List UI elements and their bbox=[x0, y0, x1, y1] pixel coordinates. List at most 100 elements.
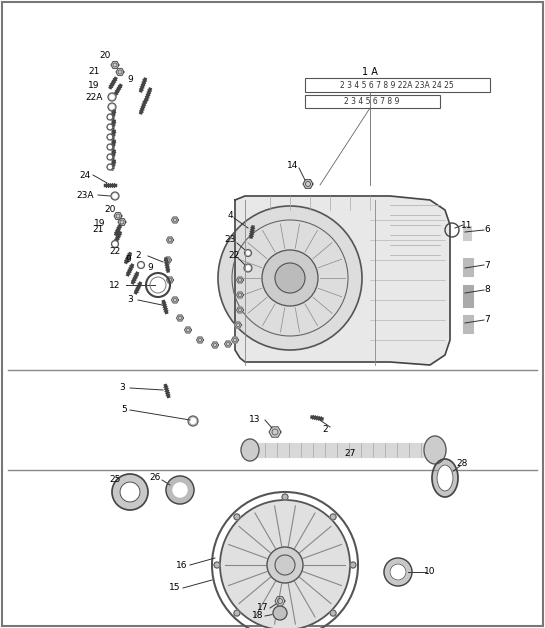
Polygon shape bbox=[167, 277, 173, 283]
Circle shape bbox=[107, 124, 113, 130]
Polygon shape bbox=[235, 196, 450, 365]
Circle shape bbox=[107, 134, 113, 140]
Text: 2 3 4 5 6 7 8 9 22A 23A 24 25: 2 3 4 5 6 7 8 9 22A 23A 24 25 bbox=[340, 80, 454, 90]
Polygon shape bbox=[114, 212, 122, 219]
Text: 9: 9 bbox=[127, 75, 133, 85]
Text: 25: 25 bbox=[110, 475, 120, 484]
Circle shape bbox=[246, 251, 250, 254]
Text: 20: 20 bbox=[104, 205, 116, 215]
Text: 8: 8 bbox=[484, 286, 490, 295]
Circle shape bbox=[113, 194, 117, 198]
Text: 21: 21 bbox=[92, 225, 104, 234]
Text: 2 3 4 5 6 7 8 9: 2 3 4 5 6 7 8 9 bbox=[344, 97, 399, 107]
Circle shape bbox=[330, 610, 336, 616]
Polygon shape bbox=[234, 322, 241, 328]
Text: 3: 3 bbox=[119, 384, 125, 392]
Text: 14: 14 bbox=[287, 161, 299, 170]
Polygon shape bbox=[237, 307, 244, 313]
Circle shape bbox=[139, 263, 143, 267]
Text: 17: 17 bbox=[257, 604, 269, 612]
Circle shape bbox=[111, 192, 119, 200]
Circle shape bbox=[108, 146, 112, 148]
Ellipse shape bbox=[241, 439, 259, 461]
Polygon shape bbox=[111, 62, 119, 68]
Circle shape bbox=[218, 206, 362, 350]
Circle shape bbox=[107, 144, 113, 150]
Text: 23: 23 bbox=[225, 236, 235, 244]
Text: 12: 12 bbox=[110, 281, 120, 290]
Circle shape bbox=[330, 514, 336, 520]
Text: 24: 24 bbox=[80, 170, 90, 180]
Text: 18: 18 bbox=[252, 612, 264, 620]
Circle shape bbox=[112, 241, 118, 247]
Bar bbox=[305, 95, 440, 108]
Polygon shape bbox=[232, 337, 239, 343]
Circle shape bbox=[282, 494, 288, 500]
Circle shape bbox=[234, 610, 240, 616]
Circle shape bbox=[112, 474, 148, 510]
Circle shape bbox=[275, 263, 305, 293]
Text: 9: 9 bbox=[125, 256, 131, 264]
Text: 5: 5 bbox=[121, 406, 127, 414]
Circle shape bbox=[273, 606, 287, 620]
Polygon shape bbox=[116, 68, 124, 75]
Bar bbox=[463, 258, 473, 276]
Text: 11: 11 bbox=[461, 220, 473, 229]
Polygon shape bbox=[225, 341, 232, 347]
Circle shape bbox=[267, 547, 303, 583]
Polygon shape bbox=[172, 217, 179, 223]
Circle shape bbox=[350, 562, 356, 568]
Text: 9: 9 bbox=[147, 264, 153, 273]
Circle shape bbox=[110, 95, 114, 99]
Text: 7: 7 bbox=[484, 261, 490, 269]
Circle shape bbox=[108, 156, 112, 158]
Bar bbox=[463, 315, 473, 333]
Polygon shape bbox=[303, 180, 313, 188]
Bar bbox=[305, 78, 490, 92]
Polygon shape bbox=[237, 292, 244, 298]
Circle shape bbox=[108, 93, 116, 101]
Circle shape bbox=[120, 482, 140, 502]
Text: 28: 28 bbox=[456, 458, 468, 467]
Polygon shape bbox=[172, 297, 179, 303]
Polygon shape bbox=[275, 597, 285, 605]
Circle shape bbox=[384, 558, 412, 586]
Circle shape bbox=[214, 562, 220, 568]
Circle shape bbox=[108, 126, 112, 129]
Circle shape bbox=[108, 103, 116, 111]
Text: 20: 20 bbox=[99, 50, 111, 60]
Polygon shape bbox=[167, 237, 173, 243]
Bar bbox=[463, 285, 473, 307]
Text: 3: 3 bbox=[127, 296, 133, 305]
Circle shape bbox=[275, 555, 295, 575]
Text: 21: 21 bbox=[88, 67, 100, 77]
Circle shape bbox=[390, 564, 406, 580]
Text: 15: 15 bbox=[169, 583, 181, 592]
Text: 7: 7 bbox=[484, 315, 490, 325]
Circle shape bbox=[166, 476, 194, 504]
Circle shape bbox=[107, 164, 113, 170]
Text: 2: 2 bbox=[135, 251, 141, 261]
Circle shape bbox=[188, 416, 198, 426]
Polygon shape bbox=[269, 427, 281, 437]
Text: 26: 26 bbox=[149, 472, 161, 482]
Circle shape bbox=[262, 250, 318, 306]
Text: 6: 6 bbox=[484, 225, 490, 234]
Text: 13: 13 bbox=[249, 416, 261, 425]
Circle shape bbox=[220, 500, 350, 628]
Bar bbox=[250, 443, 435, 457]
Circle shape bbox=[246, 266, 250, 270]
Text: 22: 22 bbox=[110, 247, 120, 256]
Bar bbox=[463, 226, 471, 240]
Ellipse shape bbox=[437, 465, 453, 491]
Circle shape bbox=[108, 166, 112, 168]
Circle shape bbox=[245, 249, 251, 256]
Circle shape bbox=[107, 154, 113, 160]
Circle shape bbox=[244, 264, 252, 272]
Circle shape bbox=[108, 136, 112, 139]
Text: 19: 19 bbox=[88, 80, 100, 90]
Text: 1 A: 1 A bbox=[362, 67, 378, 77]
Text: 10: 10 bbox=[424, 568, 436, 577]
Polygon shape bbox=[177, 315, 184, 321]
Text: 19: 19 bbox=[94, 219, 106, 227]
